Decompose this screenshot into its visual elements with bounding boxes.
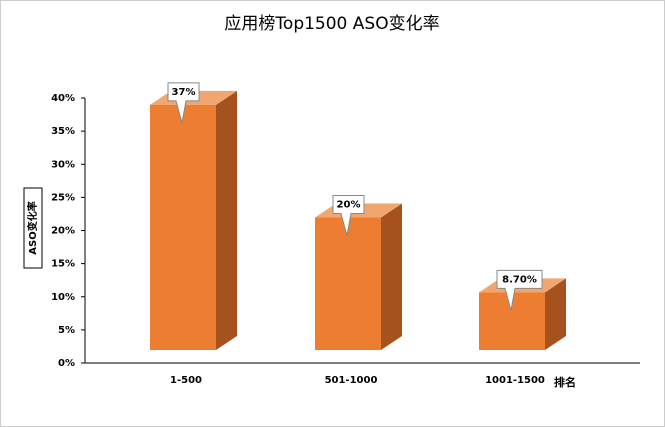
x-axis-label: 排名 — [554, 375, 576, 389]
y-tick-label: 15% — [51, 259, 75, 270]
y-tick-label: 20% — [51, 226, 75, 237]
bar-front — [315, 217, 381, 350]
y-axis-label: ASO变化率 — [26, 201, 39, 254]
bar — [479, 278, 566, 350]
callout — [496, 269, 543, 311]
y-tick-label: 10% — [51, 292, 75, 303]
y-tick-label: 35% — [51, 126, 75, 137]
bar — [150, 90, 237, 350]
callout — [332, 195, 365, 236]
x-tick-label: 501-1000 — [325, 375, 378, 386]
bar-front — [150, 104, 216, 350]
y-label-box — [23, 187, 43, 269]
bar — [315, 203, 402, 350]
value-label: 8.70% — [502, 274, 537, 285]
y-tick-label: 5% — [58, 325, 75, 336]
bar-front — [479, 292, 545, 350]
value-label: 37% — [172, 87, 196, 98]
y-tick-label: 25% — [51, 192, 75, 203]
chart-title: 应用榜Top1500 ASO变化率 — [224, 14, 439, 34]
bar-side — [545, 278, 566, 350]
y-tick-label: 0% — [58, 358, 75, 369]
bar-side — [381, 203, 402, 350]
bar-side — [216, 90, 237, 350]
x-tick-label: 1-500 — [170, 375, 202, 386]
x-tick-label: 1001-1500 — [485, 375, 545, 386]
y-tick-label: 40% — [51, 93, 75, 104]
callout — [167, 82, 200, 124]
y-tick-label: 30% — [51, 159, 75, 170]
value-label: 20% — [337, 200, 361, 211]
